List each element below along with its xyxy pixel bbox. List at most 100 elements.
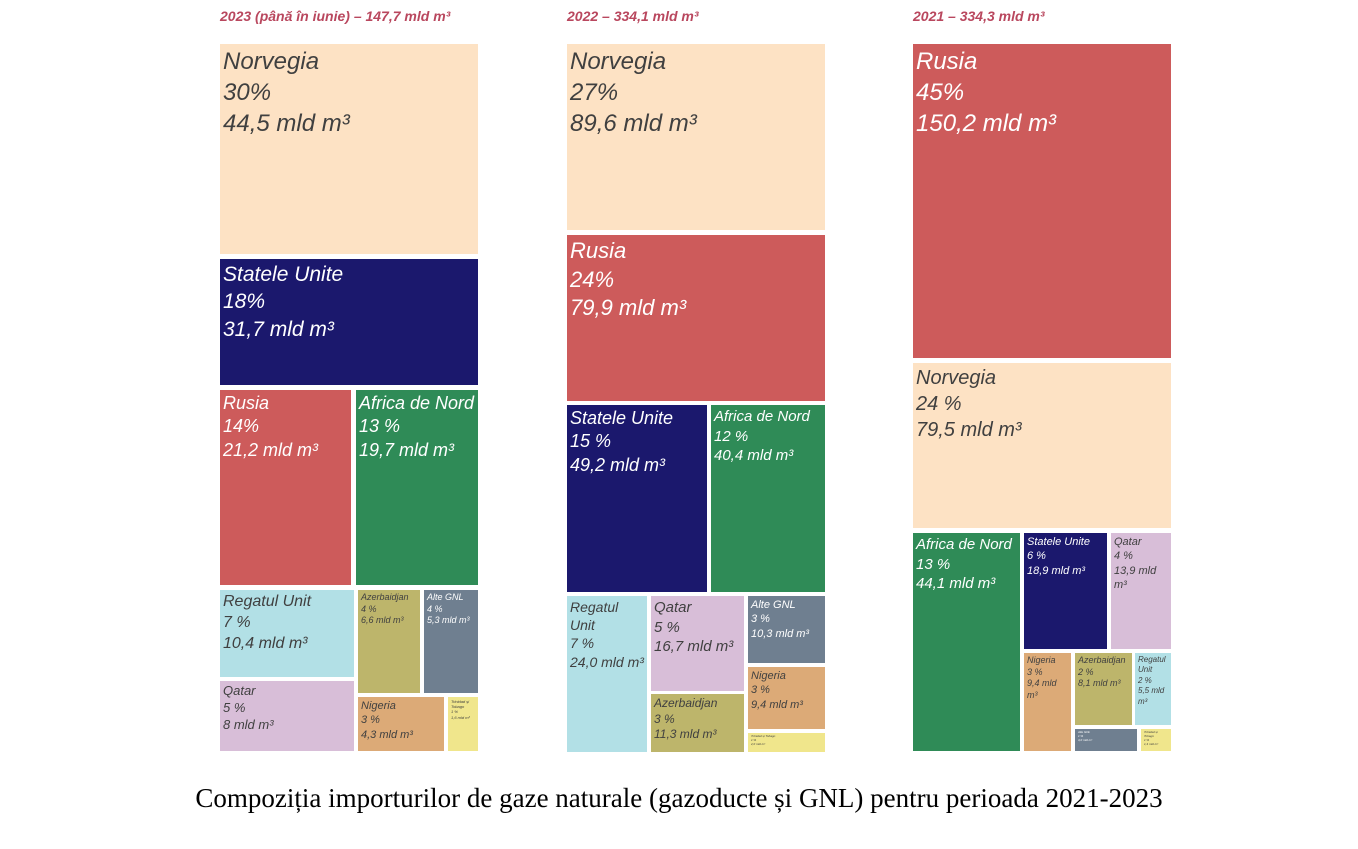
cell-value: 8 mld m³ [223,716,274,732]
cell-name: Azerbaidjan [1078,655,1126,665]
cell-value: 10,4 mld m³ [223,634,308,652]
cell-value: 18,9 mld m³ [1027,564,1086,577]
cell-percent: 13 % [359,416,401,437]
cell-name: Trinidad și Tobago [1144,730,1158,738]
chart-title: 2023 (până în iunie) – 147,7 mld m³ [220,8,451,24]
cell-name: Trinidad și Tobago [451,699,470,710]
cell-name: Azerbaidjan [654,696,718,710]
cell-name: Statele Unite [223,263,344,286]
treemap-cell: Regatul Unit 7 % 24,0 mld m³ [567,596,647,752]
treemap-cell: Trinidad și Tobago 1 % 1,4 mld m³ [1141,729,1171,751]
cell-value: 5,3 mld m³ [427,615,470,626]
cell-value: 9,4 mld m³ [751,698,803,711]
cell-percent: 13 % [916,555,951,573]
cell-name: Norvegia [916,367,997,389]
treemap-cell: Alte GNL 1 % 4,0 mld m³ [1075,729,1137,751]
cell-percent: 6 % [1027,550,1046,563]
treemap-cell: Rusia 45% 150,2 mld m³ [913,44,1171,358]
cell-percent: 1 % [1144,737,1150,742]
treemap-cell: Norvegia 27% 89,6 mld m³ [567,44,825,230]
treemap-cell: Statele Unite 15 % 49,2 mld m³ [567,405,707,592]
cell-percent: 14% [223,416,260,437]
cell-percent: 1 % [1078,733,1084,738]
cell-value: 40,4 mld m³ [714,447,794,464]
treemap-cell: Norvegia 24 % 79,5 mld m³ [913,363,1171,528]
cell-percent: 24% [570,266,615,292]
cell-percent: 2 % [1138,675,1152,685]
cell-name: Rusia [570,238,627,263]
cell-value: 44,5 mld m³ [223,110,350,138]
cell-name: Alte GNL [1078,730,1091,734]
chart-title: 2022 – 334,1 mld m³ [567,8,699,24]
cell-name: Rusia [916,48,978,75]
cell-value: 31,7 mld m³ [223,317,334,341]
cell-percent: 15 % [570,431,612,452]
cell-percent: 2 % [1078,666,1094,677]
cell-value: 4,0 mld m³ [1078,737,1093,742]
cell-percent: 27% [570,79,619,107]
cell-percent: 30% [223,79,272,107]
cell-name: Qatar [1114,536,1142,548]
cell-value: 13,9 mld m³ [1114,564,1157,591]
cell-value: 1,6 mld m³ [451,714,470,720]
cell-value: 19,7 mld m³ [359,439,455,460]
cell-name: Azerbaidjan [361,592,409,602]
cell-value: 1,4 mld m³ [1144,741,1159,746]
cell-name: Alte GNL [427,592,464,602]
cell-percent: 3 % [361,714,380,727]
treemap-cell: Qatar 5 % 8 mld m³ [220,681,354,751]
cell-value: 9,4 mld m³ [1027,678,1057,701]
treemap-cell: Nigeria 3 % 4,3 mld m³ [358,697,444,751]
treemap-cell: Statele Unite 6 % 18,9 mld m³ [1024,533,1107,649]
treemap-cell: Trinidad și Tobago 1 % 1,6 mld m³ [448,697,478,751]
cell-percent: 45% [916,79,965,107]
treemap-cell: Nigeria 3 % 9,4 mld m³ [748,667,825,729]
treemap-cell: Rusia 14% 21,2 mld m³ [220,390,351,585]
cell-percent: 24 % [916,393,962,415]
treemap-cell: Norvegia 30% 44,5 mld m³ [220,44,478,254]
cell-name: Norvegia [570,48,667,75]
cell-name: Alte GNL [751,599,796,611]
cell-percent: 5 % [654,618,680,636]
cell-percent: 4 % [1114,550,1133,563]
cell-name: Qatar [223,683,256,698]
cell-name: Nigeria [361,700,396,712]
treemap-cell: Azerbaidjan 4 % 6,6 mld m³ [358,590,420,693]
cell-percent: 4 % [427,603,443,614]
cell-value: 89,6 mld m³ [570,110,697,138]
treemap-cell: Alte GNL 3 % 10,3 mld m³ [748,596,825,663]
treemap-cell: Regatul Unit 2 % 5,5 mld m³ [1135,653,1171,725]
cell-value: 79,9 mld m³ [570,295,687,321]
cell-name: Nigeria [1027,655,1056,665]
cell-value: 16,7 mld m³ [654,638,734,655]
treemap-cell: Africa de Nord 12 % 40,4 mld m³ [711,405,825,592]
cell-name: Rusia [223,393,270,413]
treemap-cell: Azerbaidjan 3 % 11,3 mld m³ [651,694,744,752]
cell-percent: 3 % [751,613,770,626]
cell-value: 44,1 mld m³ [916,575,996,592]
cell-percent: 3 % [751,684,770,697]
cell-percent: 1 % [751,737,757,742]
cell-name: Norvegia [223,48,320,75]
cell-value: 8,1 mld m³ [1078,678,1121,689]
cell-name: Africa de Nord [916,536,1012,553]
cell-value: 11,3 mld m³ [654,727,717,742]
cell-percent: 12 % [714,427,749,445]
cell-name: Trinidad și Tobago [751,734,776,738]
cell-percent: 18% [223,290,266,314]
treemap-cell: Qatar 5 % 16,7 mld m³ [651,596,744,691]
treemap-cell: Alte GNL 4 % 5,3 mld m³ [424,590,478,693]
cell-value: 150,2 mld m³ [916,110,1057,138]
cell-name: Africa de Nord [714,408,810,425]
cell-value: 24,0 mld m³ [570,653,644,670]
cell-value: 49,2 mld m³ [570,454,666,475]
treemap-cell: Statele Unite 18% 31,7 mld m³ [220,259,478,385]
treemap-cell: Africa de Nord 13 % 19,7 mld m³ [356,390,478,585]
cell-value: 5,5 mld m³ [1138,686,1165,706]
treemap-cell: Regatul Unit 7 % 10,4 mld m³ [220,590,354,677]
treemap-cell: Rusia 24% 79,9 mld m³ [567,235,825,401]
cell-name: Africa de Nord [359,393,475,413]
cell-name: Statele Unite [1027,536,1090,548]
caption: Compoziția importurilor de gaze naturale… [195,783,1163,813]
